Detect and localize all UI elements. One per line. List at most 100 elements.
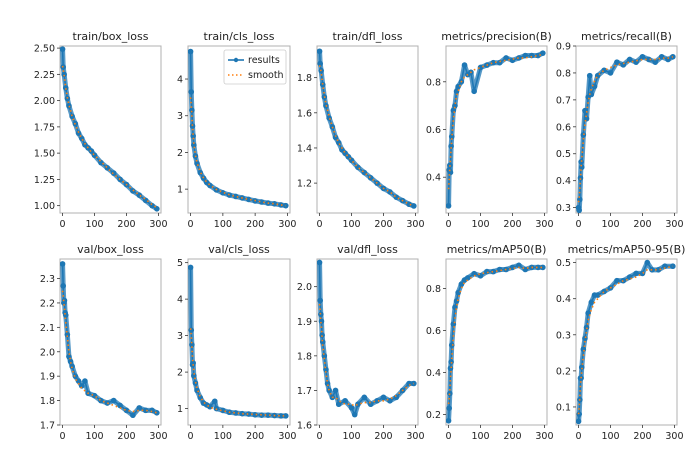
x-tick-label: 0: [446, 219, 452, 230]
legend-results-label: results: [248, 55, 280, 66]
results-marker-band: [446, 262, 546, 424]
y-tick-label: 1.9: [297, 317, 312, 328]
x-tick-label: 200: [633, 219, 651, 230]
x-tick-label: 200: [374, 219, 392, 230]
y-tick-label: 1.6: [297, 421, 312, 432]
y-tick-label: 0.2: [556, 366, 571, 377]
x-tick-label: 200: [117, 219, 135, 230]
y-tick-label: 0.7: [556, 95, 571, 106]
subplot-metrics-map50-b: metrics/mAP50(B) 0 100 200 300 0.2 0.4 0.6 0.8: [426, 243, 554, 442]
smooth-line: [318, 65, 415, 207]
y-tick-label: 4: [177, 295, 183, 306]
y-tick-label: 0.6: [426, 326, 441, 337]
x-tick-label: 300: [278, 219, 296, 230]
y-tick-label: 1.6: [297, 108, 312, 119]
x-tick-label: 100: [471, 219, 489, 230]
subplot-title: metrics/mAP50(B): [447, 243, 547, 256]
subplot-train-box-loss: train/box_loss 0 100 200 300 1.00 1.25 1.50 1.75…: [34, 30, 168, 230]
y-tick-label: 1.50: [34, 149, 55, 160]
y-tick-label: 1.7: [297, 386, 312, 397]
y-tick-label: 0.8: [426, 284, 441, 295]
x-tick-label: 100: [85, 431, 103, 442]
subplot-title: train/dfl_loss: [333, 30, 403, 43]
y-tick-label: 0.2: [426, 410, 441, 421]
x-tick-label: 0: [60, 219, 66, 230]
subplot-title: metrics/recall(B): [581, 30, 672, 43]
y-tick-label: 0.4: [556, 176, 571, 187]
x-tick-label: 0: [60, 431, 66, 442]
x-tick-label: 100: [214, 219, 232, 230]
subplot-title: train/box_loss: [73, 30, 149, 43]
y-tick-label: 2: [177, 148, 183, 159]
y-tick-label: 1.8: [40, 396, 55, 407]
x-tick-label: 0: [576, 219, 582, 230]
y-tick-label: 0.6: [426, 125, 441, 136]
y-tick-label: 5: [177, 258, 183, 269]
x-tick-label: 300: [665, 431, 683, 442]
subplot-val-dfl-loss: val/dfl_loss 0 100 200 300 1.6 1.7 1.8 1.9 2.0: [297, 243, 425, 442]
y-tick-label: 0.4: [426, 173, 441, 184]
x-tick-label: 100: [342, 431, 360, 442]
y-tick-label: 1.2: [297, 179, 312, 190]
y-tick-label: 0.4: [556, 294, 571, 305]
x-tick-label: 200: [503, 219, 521, 230]
x-tick-label: 300: [406, 431, 424, 442]
x-tick-label: 300: [278, 431, 296, 442]
x-tick-label: 300: [149, 219, 167, 230]
y-tick-label: 1.8: [297, 73, 312, 84]
y-tick-label: 2.00: [34, 96, 55, 107]
x-tick-label: 0: [317, 431, 323, 442]
y-tick-label: 1.7: [40, 421, 55, 432]
y-tick-label: 0.3: [556, 330, 571, 341]
results-marker-band: [576, 54, 676, 213]
plot-area: [317, 259, 417, 418]
x-tick-label: 200: [374, 431, 392, 442]
x-tick-label: 200: [633, 431, 651, 442]
axes-frame: [187, 258, 291, 426]
subplot-title: metrics/mAP50-95(B): [568, 243, 686, 256]
results-marker-band: [60, 46, 160, 212]
x-tick-label: 300: [149, 431, 167, 442]
plot-area: [446, 262, 546, 424]
y-tick-label: 1.8: [297, 351, 312, 362]
smooth-line: [189, 97, 286, 207]
y-tick-label: 1: [177, 185, 183, 196]
y-tick-label: 0.9: [556, 42, 571, 53]
subplot-title: val/dfl_loss: [337, 243, 398, 256]
subplot-title: val/cls_loss: [208, 243, 270, 256]
x-tick-label: 300: [665, 219, 683, 230]
x-tick-label: 0: [317, 219, 323, 230]
subplot-title: metrics/precision(B): [441, 30, 552, 43]
x-tick-label: 0: [576, 431, 582, 442]
y-tick-label: 2.1: [40, 323, 55, 334]
smooth-line: [447, 53, 544, 190]
legend-smooth-label: smooth: [248, 70, 284, 81]
plot-area: [188, 264, 289, 419]
y-tick-label: 1.00: [34, 201, 55, 212]
y-tick-label: 0.5: [556, 149, 571, 160]
y-tick-label: 2.0: [297, 282, 312, 293]
legend-results-marker: [233, 57, 239, 63]
y-tick-label: 0.5: [556, 258, 571, 269]
y-tick-label: 0.4: [426, 368, 441, 379]
subplot-metrics-map50-95-b: metrics/mAP50-95(B) 0 100 200 300 0.1 0.2 0.3 0.…: [556, 243, 686, 442]
subplot-val-cls-loss: val/cls_loss 0 100 200 300 1 2 3 4 5: [177, 243, 297, 442]
y-tick-label: 0.1: [556, 402, 571, 413]
plot-area: [576, 259, 676, 425]
x-tick-label: 100: [601, 219, 619, 230]
y-tick-label: 0.8: [426, 77, 441, 88]
y-tick-label: 0.3: [556, 203, 571, 214]
axes-frame: [575, 45, 678, 214]
y-tick-label: 2.2: [40, 298, 55, 309]
subplot-train-dfl-loss: train/dfl_loss 0 100 200 300 1.2 1.4 1.6 1.8: [297, 30, 425, 230]
x-tick-label: 300: [406, 219, 424, 230]
axes-frame: [575, 258, 678, 426]
plot-area: [60, 46, 160, 212]
y-tick-label: 2: [177, 368, 183, 379]
x-tick-label: 100: [342, 219, 360, 230]
x-tick-label: 200: [246, 219, 264, 230]
x-tick-label: 100: [471, 431, 489, 442]
y-tick-label: 1.9: [40, 372, 55, 383]
y-tick-label: 0.6: [556, 122, 571, 133]
x-tick-label: 200: [117, 431, 135, 442]
